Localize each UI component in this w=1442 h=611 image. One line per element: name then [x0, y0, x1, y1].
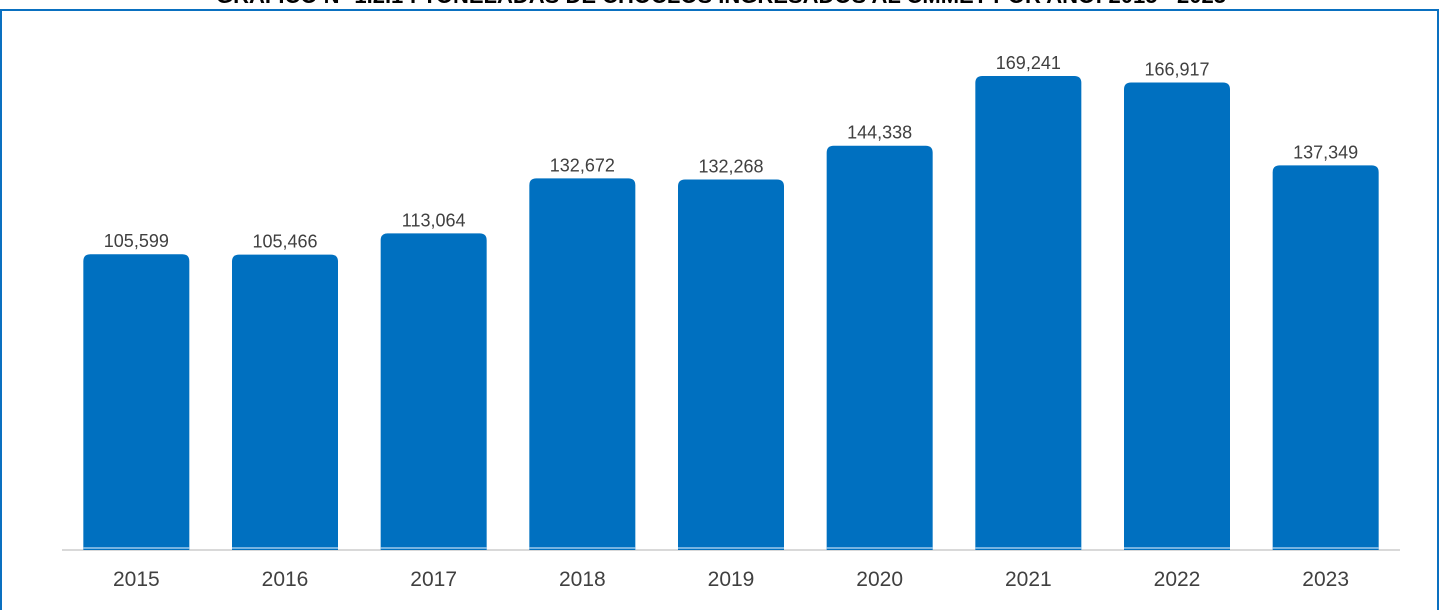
- bar-2023: [1272, 165, 1379, 550]
- bar-2015: [83, 254, 190, 550]
- data-label-2018: 132,672: [550, 155, 615, 175]
- bar-2016: [232, 254, 338, 550]
- bar-2022: [1124, 82, 1230, 551]
- bar-2021: [975, 76, 1082, 550]
- data-label-2022: 166,917: [1144, 60, 1209, 80]
- x-tick-label-2023: 2023: [1302, 568, 1349, 591]
- chart-title: GRÁFICO N° 1.2.1 : TONELADAS DE CHOCLOS …: [0, 0, 1442, 9]
- data-label-2021: 169,241: [996, 53, 1061, 73]
- data-label-2016: 105,466: [252, 232, 317, 252]
- data-label-2015: 105,599: [104, 231, 169, 251]
- x-tick-label-2017: 2017: [410, 568, 457, 591]
- x-tick-label-2018: 2018: [559, 568, 606, 591]
- x-tick-label-2019: 2019: [708, 568, 755, 591]
- bar-2018: [529, 178, 636, 550]
- x-tick-label-2020: 2020: [856, 568, 903, 591]
- bar-2019: [678, 179, 784, 550]
- chart-border: [0, 9, 1439, 610]
- x-tick-label-2022: 2022: [1154, 568, 1201, 591]
- data-label-2017: 113,064: [402, 210, 466, 230]
- data-label-2019: 132,268: [698, 157, 763, 177]
- x-tick-label-2015: 2015: [113, 568, 160, 591]
- data-label-2023: 137,349: [1293, 142, 1358, 162]
- data-label-2020: 144,338: [847, 123, 912, 143]
- bar-2017: [380, 233, 487, 550]
- x-tick-label-2016: 2016: [262, 568, 309, 591]
- bar-2020: [826, 145, 933, 550]
- x-tick-label-2021: 2021: [1005, 568, 1052, 591]
